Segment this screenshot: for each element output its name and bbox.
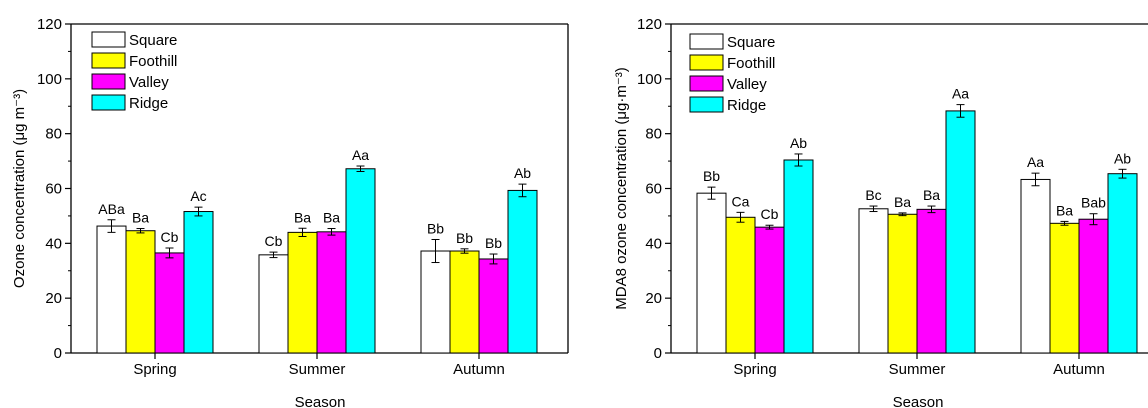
- y-tick-label: 60: [45, 181, 62, 198]
- y-tick-label: 100: [637, 71, 662, 88]
- significance-label: ABa: [98, 201, 125, 217]
- bar-square-summer: [258, 254, 289, 354]
- legend-swatch-square: [91, 31, 126, 48]
- bar-foothill-summer: [887, 213, 918, 354]
- y-axis-title: MDA8 ozone concentration (μg·m⁻³): [613, 67, 630, 309]
- bar-foothill-spring: [725, 216, 756, 354]
- bar-square-spring: [96, 225, 127, 354]
- significance-label: Ba: [323, 210, 340, 226]
- legend-label: Square: [727, 34, 775, 51]
- significance-label: Ba: [1056, 202, 1073, 218]
- significance-label: Bb: [485, 235, 502, 251]
- legend-label: Valley: [129, 74, 169, 91]
- x-tick-label: Autumn: [453, 361, 505, 378]
- left-chart-panel: 0 20 40 60 80 100 120 Spring Summer Autumn Season O…: [11, 16, 569, 408]
- y-tick-label: 20: [645, 290, 662, 307]
- y-tick-label: 120: [637, 16, 662, 33]
- bar-valley-summer: [916, 208, 947, 354]
- significance-label: Ba: [894, 194, 911, 210]
- significance-label: Bab: [1081, 195, 1106, 211]
- bar-ridge-spring: [183, 211, 214, 354]
- bar-valley-spring: [154, 252, 185, 354]
- right-chart-panel: 0 20 40 60 80 100 120 Spring Summer Autumn Season M…: [613, 16, 1148, 408]
- significance-label: Ab: [790, 135, 807, 151]
- legend-label: Ridge: [727, 97, 766, 114]
- y-tick-label: 80: [645, 126, 662, 143]
- significance-label: Ca: [732, 193, 750, 209]
- legend-label: Valley: [727, 76, 767, 93]
- bar-valley-spring: [754, 226, 785, 354]
- significance-label: Aa: [1027, 154, 1044, 170]
- x-tick-label: Spring: [733, 361, 776, 378]
- significance-label: Bb: [427, 220, 444, 236]
- x-axis-title: Season: [295, 394, 346, 408]
- y-tick-label: 0: [654, 345, 662, 362]
- legend-label: Square: [129, 32, 177, 49]
- bar-valley-autumn: [478, 258, 509, 354]
- bar-ridge-autumn: [507, 189, 538, 354]
- significance-label: Ac: [190, 188, 206, 204]
- legend-swatch-ridge: [689, 96, 724, 113]
- significance-label: Ab: [514, 165, 531, 181]
- bar-foothill-summer: [287, 231, 318, 354]
- legend-swatch-ridge: [91, 94, 126, 111]
- x-tick-label: Autumn: [1053, 361, 1105, 378]
- x-tick-label: Summer: [289, 361, 346, 378]
- y-tick-label: 20: [45, 290, 62, 307]
- legend-label: Ridge: [129, 95, 168, 112]
- significance-label: Ba: [132, 210, 149, 226]
- x-tick-label: Spring: [133, 361, 176, 378]
- bar-ridge-autumn: [1107, 173, 1138, 354]
- y-axis-title: Ozone concentration (μg m⁻³): [11, 89, 28, 288]
- bar-valley-autumn: [1078, 218, 1109, 354]
- significance-label: Cb: [265, 233, 283, 249]
- y-tick-label: 120: [37, 16, 62, 33]
- x-tick-label: Summer: [889, 361, 946, 378]
- y-tick-label: 80: [45, 126, 62, 143]
- significance-label: Ba: [294, 209, 311, 225]
- y-tick-label: 40: [645, 235, 662, 252]
- significance-label: Bb: [456, 230, 473, 246]
- legend-label: Foothill: [129, 53, 177, 70]
- significance-label: Ab: [1114, 150, 1131, 166]
- significance-label: Ba: [923, 187, 940, 203]
- legend-swatch-foothill: [689, 54, 724, 71]
- bar-foothill-autumn: [1049, 222, 1080, 354]
- x-axis-title: Season: [893, 394, 944, 408]
- bar-ridge-summer: [945, 110, 976, 354]
- bar-foothill-autumn: [449, 250, 480, 354]
- bar-square-spring: [696, 192, 727, 354]
- bar-ridge-spring: [783, 159, 814, 354]
- bar-square-autumn: [1020, 178, 1051, 354]
- bar-square-autumn: [420, 250, 451, 354]
- significance-label: Aa: [952, 86, 969, 102]
- y-tick-label: 100: [37, 71, 62, 88]
- significance-label: Aa: [352, 147, 369, 163]
- legend-swatch-valley: [91, 73, 126, 90]
- bar-foothill-spring: [125, 230, 156, 354]
- bar-square-summer: [858, 208, 889, 354]
- significance-label: Cb: [161, 229, 179, 245]
- significance-label: Cb: [761, 206, 779, 222]
- legend-swatch-valley: [689, 75, 724, 92]
- y-tick-label: 40: [45, 235, 62, 252]
- y-tick-label: 0: [54, 345, 62, 362]
- significance-label: Bb: [703, 168, 720, 184]
- significance-label: Bc: [865, 187, 881, 203]
- legend-swatch-square: [689, 33, 724, 50]
- legend-swatch-foothill: [91, 52, 126, 69]
- y-tick-label: 60: [645, 181, 662, 198]
- bar-valley-summer: [316, 231, 347, 354]
- bar-ridge-summer: [345, 168, 376, 354]
- legend-label: Foothill: [727, 55, 775, 72]
